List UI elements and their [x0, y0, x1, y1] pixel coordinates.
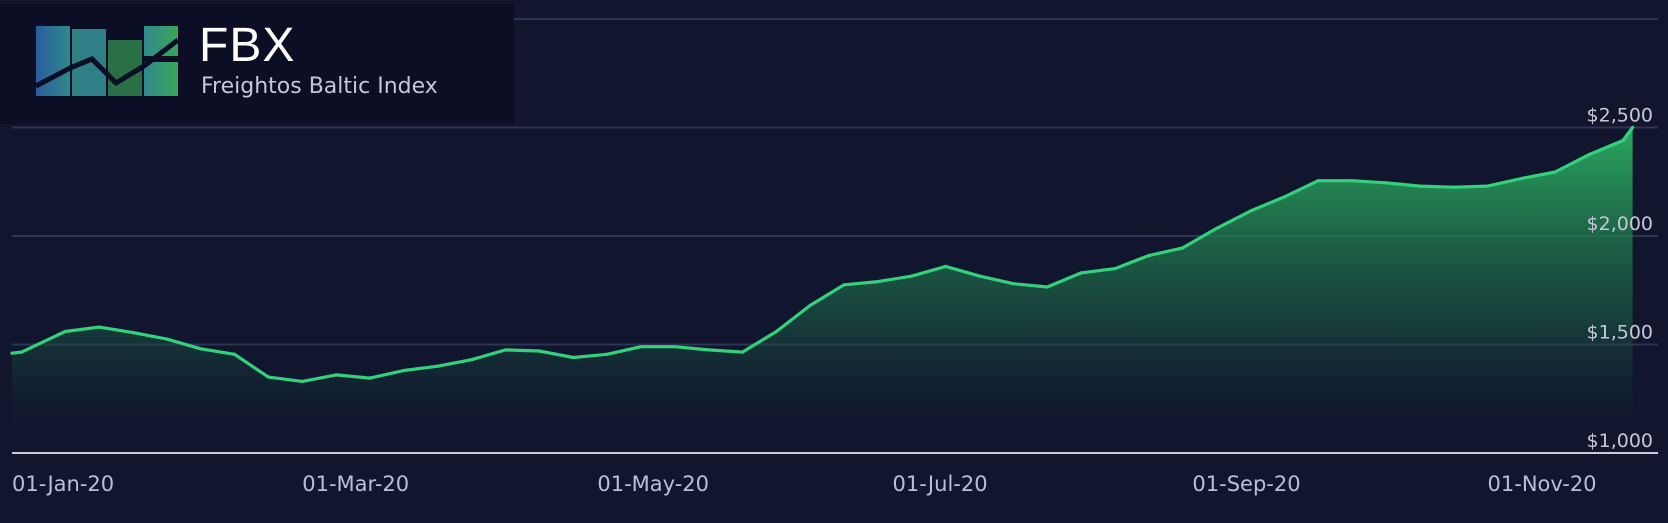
logo-subtitle: Freightos Baltic Index: [201, 74, 438, 99]
y-tick-label: $1,500: [1587, 322, 1653, 344]
data-point: [131, 330, 135, 335]
data-point: [1350, 179, 1354, 183]
data-point: [1113, 266, 1117, 271]
data-point: [436, 364, 440, 368]
data-point: [1181, 246, 1185, 250]
data-point: [537, 349, 541, 353]
data-point: [1553, 170, 1557, 174]
data-point: [1045, 285, 1049, 289]
data-point: [232, 352, 237, 356]
data-point: [740, 350, 745, 354]
data-point: [774, 329, 778, 334]
data-point: [977, 274, 982, 278]
x-tick-label: 01-Sep-20: [1192, 472, 1300, 496]
data-point: [639, 345, 643, 349]
data-point: [199, 347, 203, 351]
data-point: [944, 264, 948, 268]
series-points: [10, 125, 1635, 383]
x-axis-ticks: 01-Jan-20 01-Mar-20 01-May-20 01-Jul-20 01-S…: [12, 472, 1597, 496]
data-point: [1215, 226, 1219, 231]
data-point: [876, 279, 880, 284]
data-point: [266, 375, 271, 379]
series-line: [10, 125, 1635, 383]
logo-panel: FBX Freightos Baltic Index: [0, 4, 514, 124]
x-tick-label: 01-Jul-20: [892, 472, 987, 496]
y-tick-label: $2,000: [1587, 213, 1653, 235]
data-point: [1519, 176, 1523, 181]
data-point: [1011, 282, 1016, 286]
x-tick-label: 01-Jan-20: [12, 472, 114, 496]
data-point: [10, 351, 14, 355]
data-point: [842, 283, 846, 287]
data-point: [469, 358, 474, 362]
data-point: [1079, 271, 1083, 275]
data-point: [97, 325, 101, 329]
data-point: [1587, 153, 1591, 157]
data-point: [910, 274, 914, 278]
x-tick-label: 01-May-20: [597, 472, 709, 496]
data-point: [605, 352, 609, 356]
data-point: [402, 368, 406, 373]
data-point: [1384, 181, 1388, 185]
data-point: [1418, 184, 1422, 188]
y-axis-ticks: $1,000 $1,500 $2,000 $2,500: [1587, 105, 1653, 453]
data-point: [1631, 125, 1635, 130]
data-point: [334, 373, 338, 377]
data-point: [63, 329, 67, 334]
y-tick-label: $1,000: [1587, 430, 1653, 452]
data-point: [1316, 179, 1320, 183]
series-area: [12, 127, 1633, 453]
data-point: [1452, 185, 1456, 189]
data-point: [707, 348, 711, 352]
data-point: [1248, 209, 1253, 213]
data-point: [300, 379, 304, 383]
data-point: [1485, 184, 1490, 188]
logo-title: FBX: [199, 19, 296, 72]
data-point: [503, 348, 508, 352]
x-tick-label: 01-Mar-20: [302, 472, 409, 496]
data-point: [20, 350, 24, 354]
data-point: [808, 303, 812, 308]
y-tick-label: $2,500: [1587, 105, 1653, 127]
data-point: [1621, 138, 1625, 143]
data-point: [673, 345, 677, 349]
data-point: [368, 376, 372, 380]
fbx-chart-logo-icon: [36, 26, 180, 96]
x-tick-label: 01-Nov-20: [1488, 472, 1597, 496]
data-point: [571, 355, 575, 360]
data-point: [1282, 195, 1286, 199]
data-point: [165, 337, 169, 341]
data-point: [1147, 253, 1151, 258]
